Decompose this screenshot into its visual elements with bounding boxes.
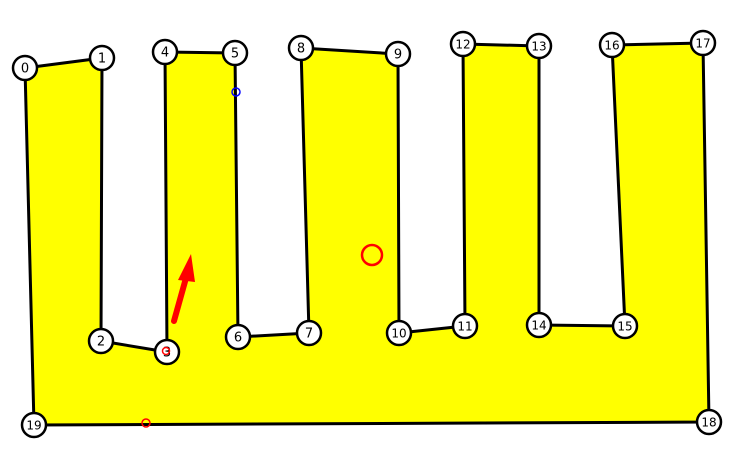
vertex-label: 3 [163,346,171,361]
vertex-circle [385,319,413,347]
vertex-label: 12 [455,38,470,52]
vertex-label: 2 [97,335,105,350]
vertex-label: 1 [98,52,106,67]
vertex-label: 15 [617,320,632,334]
vertex-circle [153,338,181,366]
vertex-circle [295,319,323,347]
vertex-circle [611,312,639,340]
vertex-node-14: 14 [525,311,553,339]
vertex-node-18: 18 [695,408,723,436]
red-arrow-shaft [171,275,189,324]
vertex-node-4: 4 [151,38,179,66]
vertex-circle [151,38,179,66]
vertex-node-0: 0 [11,54,39,82]
markers-layer [141,87,384,428]
vertex-circle [11,54,39,82]
vertex-circle [87,327,115,355]
vertex-node-3: 3 [153,338,181,366]
vertex-node-17: 17 [689,29,717,57]
vertex-label: 13 [531,40,546,54]
vertex-circle [287,34,315,62]
vertex-label: 17 [695,37,710,51]
vertex-label: 11 [457,320,472,334]
vertex-label: 0 [21,62,29,77]
vertex-circle [224,323,252,351]
vertex-label: 4 [161,46,169,61]
vertex-label: 8 [297,42,305,57]
vertex-node-19: 19 [20,411,48,439]
vertex-circle [449,30,477,58]
vertex-node-12: 12 [449,30,477,58]
vertex-circle [451,312,479,340]
red-circle-large [360,243,384,267]
vertex-circle [689,29,717,57]
vertex-label: 6 [234,331,242,346]
vertex-node-13: 13 [525,32,553,60]
vertex-node-6: 6 [224,323,252,351]
vertex-label: 19 [26,419,41,433]
vertex-circle [695,408,723,436]
vertex-node-9: 9 [384,40,412,68]
blue-circle-small [231,87,241,97]
vertex-node-15: 15 [611,312,639,340]
vertex-label: 7 [305,327,313,342]
vertex-node-11: 11 [451,312,479,340]
vertex-circle [221,39,249,67]
vertex-node-7: 7 [295,319,323,347]
vertex-circle [88,44,116,72]
vertex-circle [20,411,48,439]
vertex-label: 9 [394,48,402,63]
vertex-node-10: 10 [385,319,413,347]
yellow-polygon [23,41,711,427]
red-circle-small [141,418,151,428]
vertex-circle [598,31,626,59]
vertex-circle [384,40,412,68]
vertex-node-5: 5 [221,39,249,67]
vertex-node-2: 2 [87,327,115,355]
vertex-label: 14 [531,319,546,333]
vertex-node-1: 1 [88,44,116,72]
vertex-label: 5 [231,47,239,62]
vertex-node-8: 8 [287,34,315,62]
vertex-circle [525,311,553,339]
vertex-node-16: 16 [598,31,626,59]
vertex-label: 18 [701,416,716,430]
vertex-circle [525,32,553,60]
vertex-label: 10 [391,327,406,341]
red-circle-small [161,346,171,356]
red-arrow-head [178,254,195,282]
vertex-label: 16 [604,39,619,53]
